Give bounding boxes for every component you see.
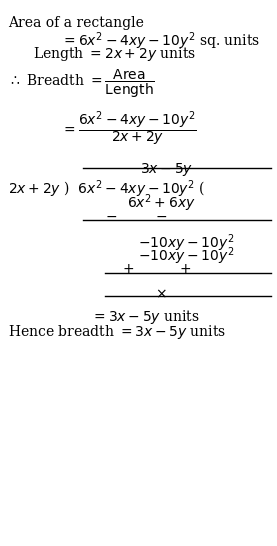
Text: Area of a rectangle: Area of a rectangle [8,16,144,31]
Text: $-10xy - 10y^2$: $-10xy - 10y^2$ [138,245,235,267]
Text: Hence breadth $= 3x - 5y$ units: Hence breadth $= 3x - 5y$ units [8,323,227,341]
Text: $-10xy - 10y^2$: $-10xy - 10y^2$ [138,232,235,254]
Text: $-$: $-$ [155,209,167,223]
Text: $-$: $-$ [105,209,117,223]
Text: $+$: $+$ [179,262,191,276]
Text: $= 6x^2 - 4xy - 10y^2$ sq. units: $= 6x^2 - 4xy - 10y^2$ sq. units [61,30,260,52]
Text: $\times$: $\times$ [155,287,167,301]
Text: $3x - 5y$: $3x - 5y$ [140,161,193,178]
Text: $2x + 2y$ )  $6x^2 - 4xy - 10y^2$ (: $2x + 2y$ ) $6x^2 - 4xy - 10y^2$ ( [8,178,206,200]
Text: $= \dfrac{6x^2 - 4xy - 10y^2}{2x + 2y}$: $= \dfrac{6x^2 - 4xy - 10y^2}{2x + 2y}$ [61,109,197,148]
Text: Length $= 2x + 2y$ units: Length $= 2x + 2y$ units [33,45,196,63]
Text: $6x^2 + 6xy$: $6x^2 + 6xy$ [127,192,196,214]
Text: $= 3x - 5y$ units: $= 3x - 5y$ units [91,308,200,327]
Text: $+$: $+$ [122,262,134,276]
Text: $\therefore$ Breadth $= \dfrac{\mathrm{Area}}{\mathrm{Length}}$: $\therefore$ Breadth $= \dfrac{\mathrm{A… [8,68,155,100]
